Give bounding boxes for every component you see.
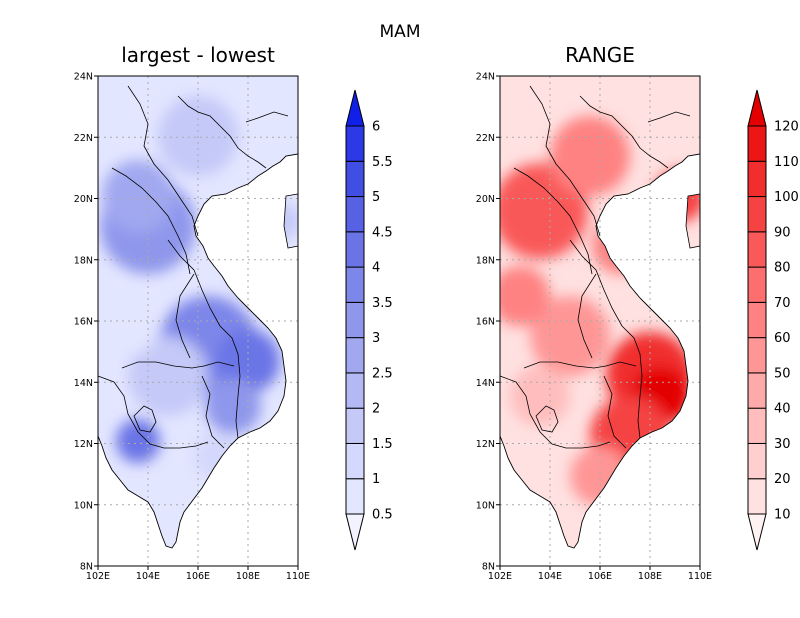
colorbar: 0.5 1 1.5 2 2.5 3 3.5 4 4.5 5 5.5 6 (345, 89, 393, 551)
colorbar-max-arrow (747, 89, 767, 127)
y-tick-label: 12N (74, 439, 93, 450)
colorbar-label: 6 (372, 120, 380, 135)
colorbar-label: 60 (774, 331, 791, 346)
y-tick-label: 20N (74, 194, 93, 205)
colorbar-box (747, 478, 767, 515)
y-tick-label: 8N (80, 562, 93, 573)
borders (499, 85, 691, 449)
colorbar-box (345, 442, 365, 480)
colorbar-box (345, 407, 365, 444)
colorbar-label: 1.5 (372, 437, 393, 452)
colorbar-label: 1 (372, 472, 380, 487)
y-tick-label: 16N (476, 317, 495, 328)
y-tick-label: 22N (476, 133, 495, 144)
colorbar-box (345, 266, 365, 303)
colorbar-label: 3.5 (372, 296, 393, 311)
colorbar-label: 120 (774, 120, 799, 135)
colorbar-box (345, 372, 365, 409)
map-area (499, 75, 701, 567)
y-tick-label: 14N (476, 378, 495, 389)
colorbar-box (747, 231, 767, 268)
panel-right-map: RANGE 102E 104E 106E 108E 110E 8N 10N 12N 14N 16N 1… (476, 43, 799, 582)
x-tick-label: 102E (86, 571, 110, 582)
x-tick-label: 110E (286, 571, 310, 582)
colorbar-label: 2 (372, 402, 380, 417)
colorbar-box (747, 196, 767, 233)
colorbar-label: 50 (774, 366, 791, 381)
x-tick-label: 106E (186, 571, 210, 582)
grid-lines (98, 76, 298, 566)
y-tick-label: 12N (476, 439, 495, 450)
panel-title: RANGE (565, 43, 635, 67)
colorbar-box (345, 478, 365, 515)
y-tick-label: 8N (482, 562, 495, 573)
colorbar-min-arrow (345, 513, 365, 551)
colorbar-label: 70 (774, 296, 791, 311)
colorbar-box (345, 160, 365, 198)
x-tick-label: 106E (588, 571, 612, 582)
colorbar-box (345, 301, 365, 339)
colorbar-label: 30 (774, 437, 791, 452)
borders (97, 85, 289, 449)
colorbar-label: 0.5 (372, 508, 393, 523)
colorbar-box (747, 301, 767, 339)
colorbar-box (345, 125, 365, 162)
colorbar-label: 90 (774, 225, 791, 240)
colorbar-box (747, 337, 767, 374)
x-tick-label: 110E (688, 571, 712, 582)
colorbar-box (345, 231, 365, 268)
coastline (97, 75, 299, 549)
x-tick-label: 108E (638, 571, 662, 582)
colorbar-label: 10 (774, 508, 791, 523)
y-tick-label: 24N (74, 72, 93, 83)
x-tick-label: 108E (236, 571, 260, 582)
colorbar-box (747, 372, 767, 409)
colorbar-box (345, 196, 365, 233)
colorbar-box (747, 407, 767, 444)
x-tick-label: 102E (488, 571, 512, 582)
colorbar-label: 40 (774, 402, 791, 417)
colorbar-label: 5.5 (372, 155, 393, 170)
y-tick-label: 14N (74, 378, 93, 389)
y-tick-label: 10N (74, 500, 93, 511)
colorbar-label: 80 (774, 261, 791, 276)
colorbar-min-arrow (747, 513, 767, 551)
colorbar-label: 2.5 (372, 366, 393, 381)
colorbar-box (747, 125, 767, 162)
colorbar-box (747, 266, 767, 303)
colorbar-label: 110 (774, 155, 799, 170)
colorbar-label: 4.5 (372, 225, 393, 240)
figure-title: MAM (380, 22, 421, 42)
colorbar-label: 100 (774, 190, 799, 205)
colorbar-label: 3 (372, 331, 380, 346)
y-tick-label: 16N (74, 317, 93, 328)
grid-lines (500, 76, 700, 566)
colorbar-max-arrow (345, 89, 365, 127)
colorbar-label: 4 (372, 261, 380, 276)
y-tick-label: 10N (476, 500, 495, 511)
x-tick-label: 104E (538, 571, 562, 582)
y-tick-label: 20N (476, 194, 495, 205)
colorbar-label: 5 (372, 190, 380, 205)
map-area (97, 75, 299, 567)
y-tick-label: 18N (476, 255, 495, 266)
colorbar-box (747, 160, 767, 198)
y-tick-label: 22N (74, 133, 93, 144)
colorbar-label: 20 (774, 472, 791, 487)
colorbar-box (345, 337, 365, 374)
y-tick-label: 24N (476, 72, 495, 83)
panel-title: largest - lowest (121, 43, 275, 67)
colorbar-box (747, 442, 767, 480)
y-tick-label: 18N (74, 255, 93, 266)
coastline (499, 75, 701, 549)
colorbar: 10 20 30 40 50 60 70 80 90 100 110 120 (747, 89, 799, 551)
x-tick-label: 104E (136, 571, 160, 582)
